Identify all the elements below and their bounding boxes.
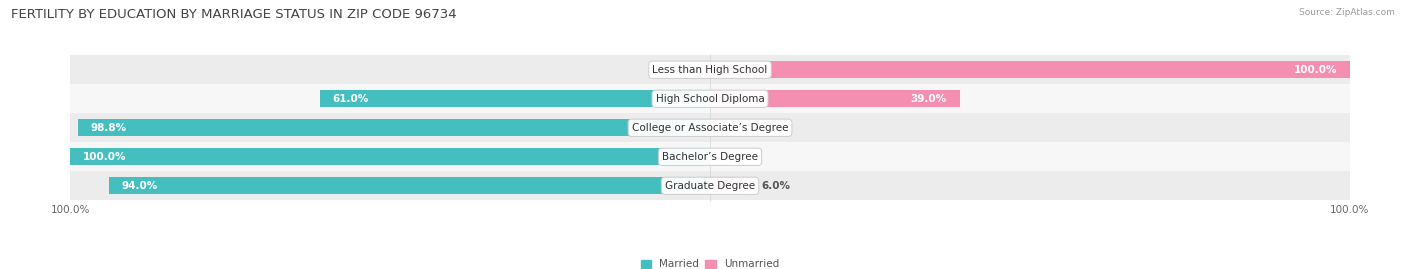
Bar [70,113,1350,142]
Bar [710,61,1350,79]
Bar [70,84,1350,113]
Bar [710,90,959,108]
Text: 39.0%: 39.0% [911,94,946,104]
Text: College or Associate’s Degree: College or Associate’s Degree [631,123,789,133]
Text: Graduate Degree: Graduate Degree [665,181,755,191]
Text: Bachelor’s Degree: Bachelor’s Degree [662,152,758,162]
Bar [70,142,1350,171]
Bar [70,55,1350,84]
Bar [710,177,748,194]
Text: 100.0%: 100.0% [1294,65,1337,75]
Text: 100.0%: 100.0% [83,152,127,162]
Bar [70,171,1350,200]
Text: FERTILITY BY EDUCATION BY MARRIAGE STATUS IN ZIP CODE 96734: FERTILITY BY EDUCATION BY MARRIAGE STATU… [11,8,457,21]
Bar [77,119,710,136]
Text: 0.0%: 0.0% [723,152,752,162]
Text: 1.2%: 1.2% [731,123,759,133]
Bar [710,119,717,136]
Text: 0.0%: 0.0% [668,65,697,75]
Text: Less than High School: Less than High School [652,65,768,75]
Text: 94.0%: 94.0% [121,181,157,191]
Bar [108,177,710,194]
Bar [319,90,710,108]
Text: Source: ZipAtlas.com: Source: ZipAtlas.com [1299,8,1395,17]
Text: 98.8%: 98.8% [91,123,127,133]
Bar [70,148,710,165]
Text: 6.0%: 6.0% [761,181,790,191]
Text: 61.0%: 61.0% [333,94,368,104]
Text: High School Diploma: High School Diploma [655,94,765,104]
Legend: Married, Unmarried: Married, Unmarried [637,255,783,269]
